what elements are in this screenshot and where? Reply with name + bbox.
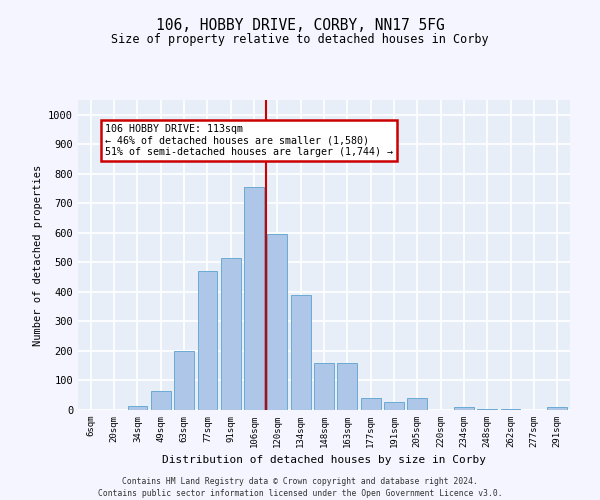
Bar — [128, 406, 148, 410]
Bar — [361, 398, 380, 410]
Bar — [454, 407, 474, 410]
Bar — [337, 363, 357, 410]
Text: Contains public sector information licensed under the Open Government Licence v3: Contains public sector information licen… — [98, 489, 502, 498]
Bar — [268, 234, 287, 410]
Text: 106 HOBBY DRIVE: 113sqm
← 46% of detached houses are smaller (1,580)
51% of semi: 106 HOBBY DRIVE: 113sqm ← 46% of detache… — [105, 124, 393, 157]
Bar — [547, 407, 567, 410]
Text: Size of property relative to detached houses in Corby: Size of property relative to detached ho… — [111, 32, 489, 46]
Bar — [291, 295, 311, 410]
Bar — [407, 398, 427, 410]
Bar — [197, 271, 217, 410]
Text: 106, HOBBY DRIVE, CORBY, NN17 5FG: 106, HOBBY DRIVE, CORBY, NN17 5FG — [155, 18, 445, 32]
Bar — [244, 187, 264, 410]
Bar — [500, 409, 520, 410]
Bar — [221, 258, 241, 410]
Bar — [384, 402, 404, 410]
Text: Contains HM Land Registry data © Crown copyright and database right 2024.: Contains HM Land Registry data © Crown c… — [122, 478, 478, 486]
Bar — [478, 409, 497, 410]
Bar — [151, 391, 170, 410]
Bar — [174, 351, 194, 410]
Bar — [314, 363, 334, 410]
Y-axis label: Number of detached properties: Number of detached properties — [32, 164, 43, 346]
X-axis label: Distribution of detached houses by size in Corby: Distribution of detached houses by size … — [162, 456, 486, 466]
